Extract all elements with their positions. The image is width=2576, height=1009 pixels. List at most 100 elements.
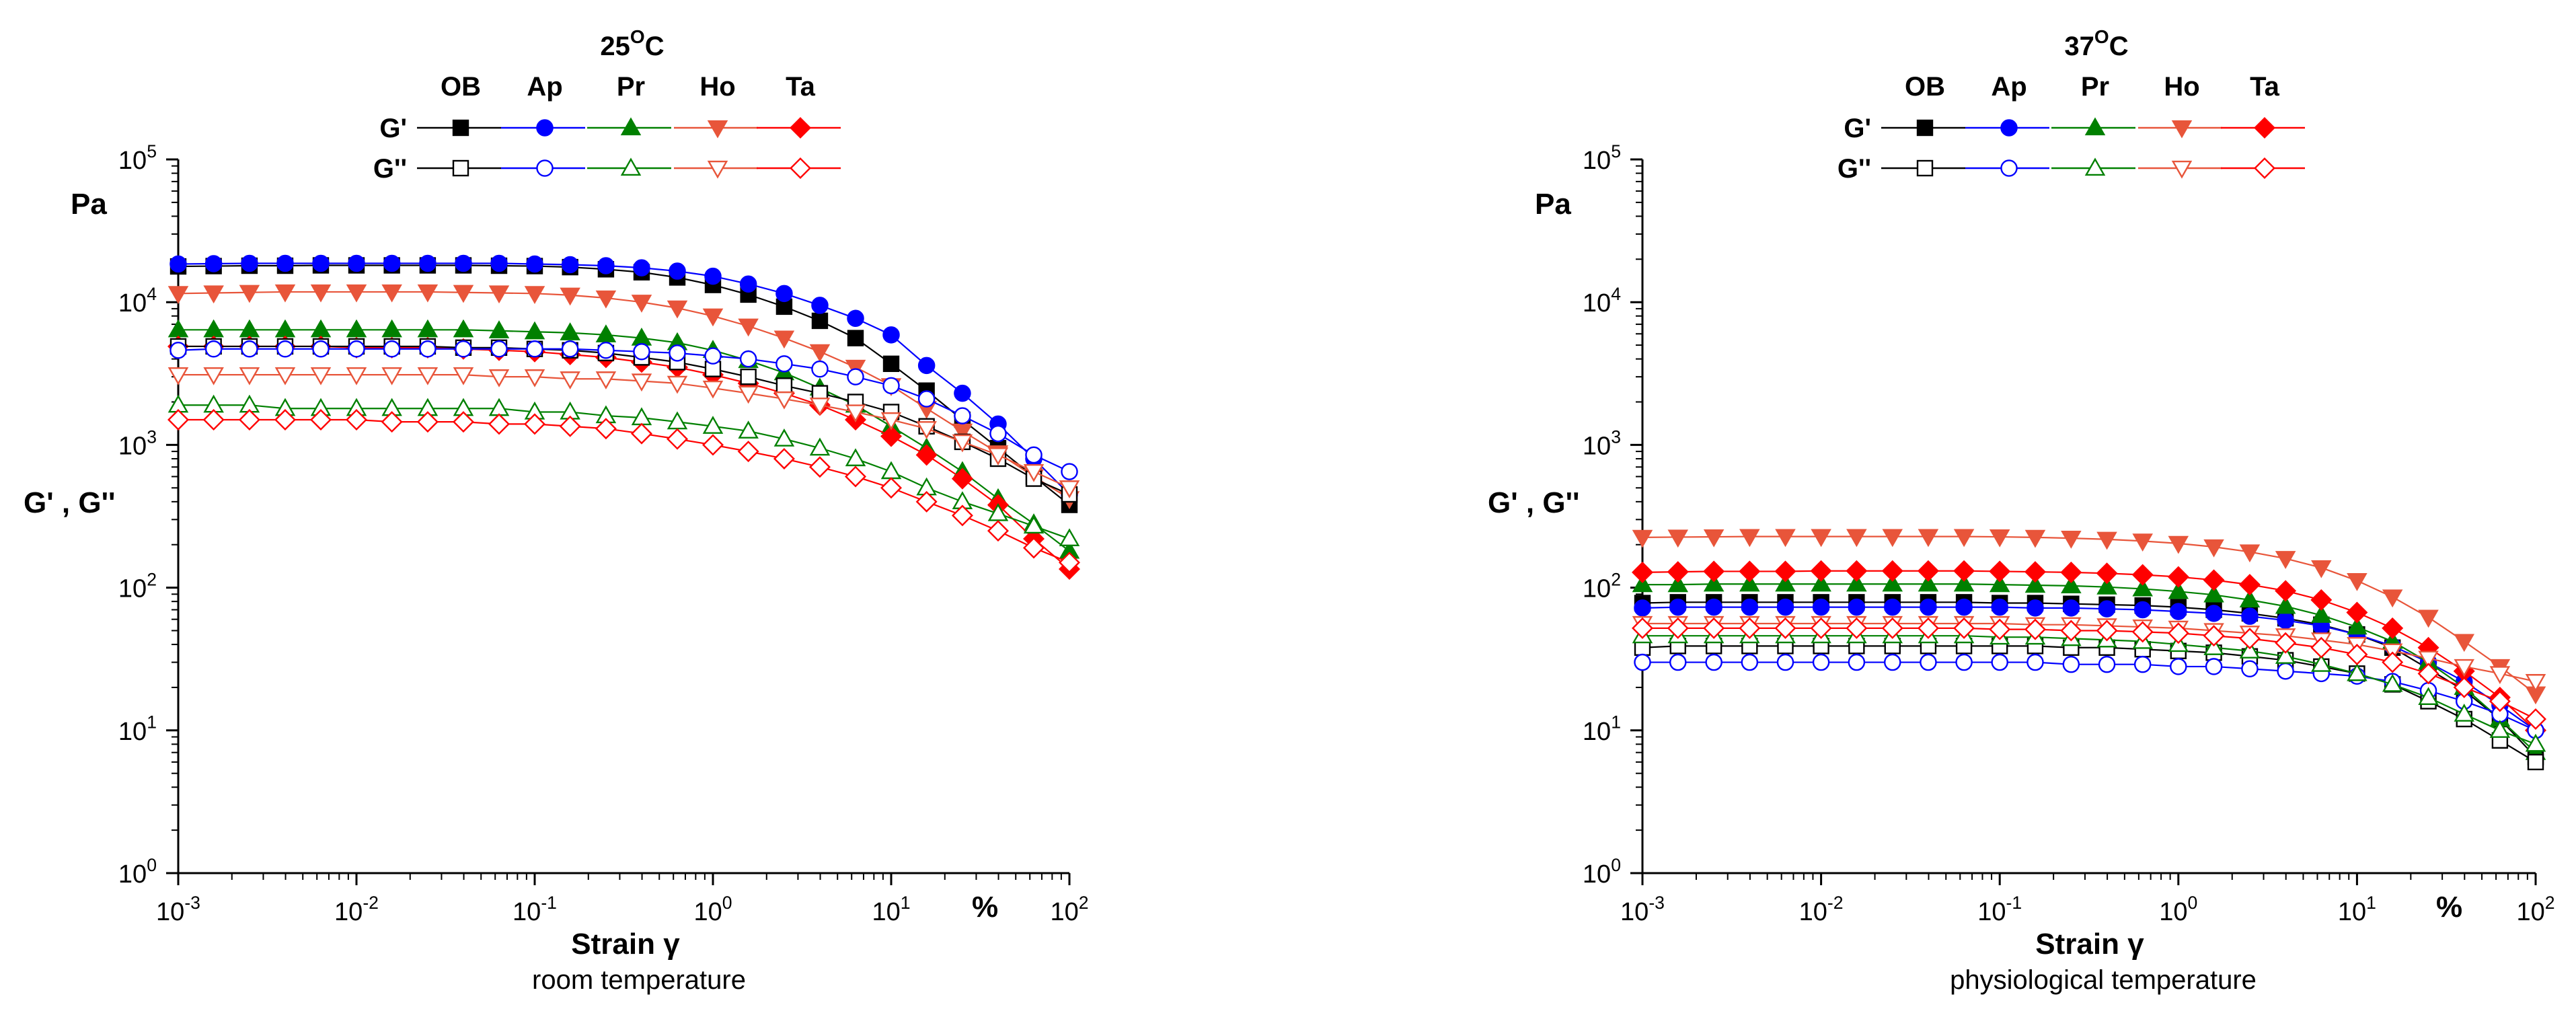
- data-point: [2132, 578, 2153, 597]
- data-point: [2170, 603, 2187, 620]
- data-point: [847, 368, 864, 385]
- data-point: [1846, 617, 1868, 639]
- data-point: [597, 257, 615, 274]
- data-point: [633, 343, 650, 361]
- data-point: [453, 367, 474, 385]
- series-line: [178, 264, 1070, 506]
- data-point: [2347, 616, 2367, 635]
- x-unit-label: %: [2436, 891, 2462, 924]
- y-tick-label: 105: [118, 141, 157, 175]
- legend-column-Ap: Ap: [527, 72, 562, 102]
- data-point: [2241, 660, 2259, 678]
- data-point: [1989, 529, 2010, 548]
- data-point: [1741, 653, 1759, 671]
- data-point: [274, 284, 296, 303]
- data-point: [1884, 598, 1901, 616]
- data-point: [167, 409, 189, 431]
- data-point: [167, 286, 189, 304]
- data-point: [2418, 609, 2439, 628]
- data-point: [2311, 560, 2332, 578]
- data-point: [702, 308, 724, 327]
- data-point: [2382, 651, 2404, 673]
- data-point: [2525, 733, 2546, 752]
- data-point: [348, 340, 365, 358]
- data-point: [381, 411, 403, 433]
- data-point: [2131, 621, 2154, 643]
- legend-marker-Ta: [2254, 157, 2275, 179]
- y-unit-label: Pa: [1535, 188, 1571, 221]
- legend-marker-Ap: [536, 119, 554, 137]
- data-point: [488, 398, 510, 416]
- data-point: [1739, 560, 1761, 583]
- x-tick-label: 102: [2516, 893, 2554, 926]
- data-point: [524, 413, 545, 435]
- data-point: [2241, 607, 2259, 625]
- data-point: [811, 312, 829, 330]
- data-point: [775, 377, 793, 394]
- data-point: [631, 407, 652, 426]
- legend-marker-Pr: [620, 157, 642, 176]
- data-point: [2347, 573, 2367, 591]
- x-tick-label: 100: [2159, 893, 2197, 926]
- data-point: [987, 520, 1009, 542]
- data-point: [1739, 617, 1761, 639]
- series-line: [1642, 535, 2536, 695]
- data-point: [704, 347, 722, 365]
- data-point: [1632, 561, 1653, 583]
- data-point: [2346, 644, 2368, 666]
- data-point: [1669, 598, 1687, 616]
- data-point: [1775, 573, 1796, 592]
- data-point: [383, 254, 401, 272]
- series-line: [178, 291, 1070, 500]
- y-axis-label: G' , G'': [24, 486, 116, 519]
- data-point: [274, 409, 296, 431]
- y-tick-label: 100: [1583, 855, 1621, 889]
- data-point: [1632, 574, 1653, 593]
- data-point: [2311, 605, 2332, 623]
- data-point: [1953, 617, 1975, 639]
- data-point: [2382, 589, 2403, 608]
- data-point: [2096, 562, 2118, 585]
- series-line: [1642, 583, 2536, 753]
- data-point: [346, 319, 367, 338]
- data-point: [2238, 574, 2261, 596]
- data-point: [1810, 560, 1832, 582]
- data-point: [1848, 653, 1866, 671]
- data-point: [419, 254, 437, 272]
- data-point: [1955, 653, 1973, 671]
- data-point: [1739, 573, 1760, 592]
- y-tick-label: 102: [1583, 570, 1621, 603]
- data-point: [669, 262, 686, 280]
- legend-marker-Pr: [2084, 157, 2106, 176]
- series-line: [178, 262, 1070, 495]
- legend-marker-Ta: [790, 157, 811, 179]
- data-point: [2131, 564, 2154, 586]
- data-point: [917, 390, 936, 408]
- data-point: [526, 255, 543, 273]
- data-point: [524, 369, 545, 387]
- data-point: [2133, 655, 2152, 673]
- data-point: [2310, 636, 2333, 659]
- data-point: [346, 284, 367, 303]
- legend-marker-OB: [1916, 119, 1934, 137]
- data-point: [775, 285, 793, 303]
- data-point: [1846, 573, 1867, 592]
- data-point: [1955, 598, 1973, 616]
- data-point: [310, 284, 332, 303]
- chart-title: 37OC: [2064, 26, 2128, 61]
- data-point: [488, 369, 510, 387]
- data-point: [987, 447, 1009, 465]
- data-point: [1989, 618, 2011, 640]
- data-point: [2525, 708, 2546, 730]
- data-point: [2133, 601, 2152, 619]
- x-tick-label: 100: [693, 893, 732, 926]
- data-point: [2275, 595, 2296, 614]
- data-point: [346, 409, 367, 431]
- y-tick-label: 100: [118, 855, 157, 889]
- legend-marker-Pr: [620, 117, 642, 136]
- data-point: [845, 465, 867, 488]
- data-point: [952, 434, 973, 453]
- data-point: [1703, 573, 1725, 592]
- data-point: [2525, 674, 2546, 692]
- data-point: [310, 319, 332, 338]
